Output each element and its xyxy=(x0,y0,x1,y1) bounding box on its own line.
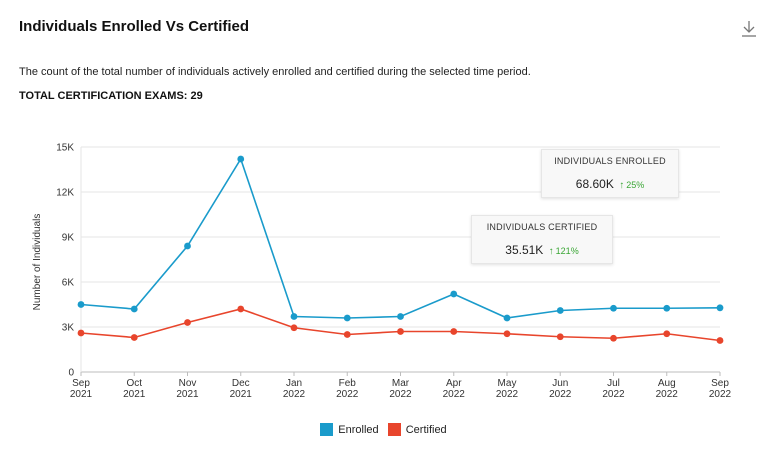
x-tick-label-year: 2022 xyxy=(656,389,679,400)
data-point-enrolled[interactable] xyxy=(503,314,511,322)
data-point-certified[interactable] xyxy=(663,330,671,338)
data-point-enrolled[interactable] xyxy=(184,242,191,250)
arrow-up-icon: ↑ xyxy=(619,180,625,191)
data-point-certified[interactable] xyxy=(556,333,564,341)
data-point-enrolled[interactable] xyxy=(716,304,724,312)
y-tick-label: 6K xyxy=(62,278,75,289)
x-tick-label-year: 2021 xyxy=(176,389,199,400)
x-tick-label-year: 2022 xyxy=(336,389,359,400)
x-tick-label-year: 2021 xyxy=(123,389,146,400)
tooltip-certified-label: INDIVIDUALS CERTIFIED xyxy=(486,222,598,232)
legend-label-certified: Certified xyxy=(405,423,447,436)
y-tick-label: 3K xyxy=(62,323,75,334)
x-tick-label-year: 2022 xyxy=(443,389,466,400)
tooltip-enrolled: INDIVIDUALS ENROLLED 68.60K ↑ 25% xyxy=(541,149,679,198)
tooltip-certified-value: 35.51K xyxy=(505,243,544,257)
x-tick-label-month: Jun xyxy=(552,378,568,389)
chart-series xyxy=(77,155,724,344)
tooltip-enrolled-value: 68.60K xyxy=(575,177,614,191)
x-tick-label-month: Jan xyxy=(286,378,302,389)
chart-legend: Enrolled Certified xyxy=(0,423,767,439)
data-point-certified[interactable] xyxy=(184,319,191,326)
data-point-certified[interactable] xyxy=(290,324,298,332)
x-tick-label-month: Dec xyxy=(232,378,250,389)
x-tick-label-month: Feb xyxy=(339,378,357,389)
data-point-enrolled[interactable] xyxy=(237,155,245,163)
x-tick-label-month: May xyxy=(498,378,517,389)
x-tick-label-month: Oct xyxy=(126,378,142,389)
data-point-enrolled[interactable] xyxy=(610,304,617,312)
x-tick-label-year: 2021 xyxy=(230,389,253,400)
y-tick-label: 12K xyxy=(56,188,74,199)
download-button[interactable] xyxy=(738,18,760,40)
y-axis: 0 3K 6K 9K 12K 15K xyxy=(56,143,74,379)
data-point-certified[interactable] xyxy=(237,305,245,313)
x-tick-label-year: 2022 xyxy=(389,389,412,400)
y-tick-label: 9K xyxy=(62,233,75,244)
x-tick-label-month: Mar xyxy=(392,378,410,389)
chart-title: Individuals Enrolled Vs Certified xyxy=(19,18,250,35)
legend-label-enrolled: Enrolled xyxy=(338,423,379,436)
data-point-certified[interactable] xyxy=(343,331,351,338)
arrow-up-icon: ↑ xyxy=(548,246,554,257)
tooltip-enrolled-change: 25% xyxy=(626,180,645,190)
download-icon xyxy=(742,21,756,37)
x-tick-label-year: 2022 xyxy=(496,389,519,400)
data-point-enrolled[interactable] xyxy=(397,313,404,320)
x-tick-label-month: Aug xyxy=(658,378,676,389)
data-point-certified[interactable] xyxy=(130,334,138,341)
x-tick-label-year: 2022 xyxy=(549,389,572,400)
x-tick-label-year: 2021 xyxy=(70,389,93,400)
data-point-certified[interactable] xyxy=(450,328,458,335)
data-point-enrolled[interactable] xyxy=(130,305,138,313)
chart-description: The count of the total number of individ… xyxy=(19,66,531,78)
x-tick-label-month: Sep xyxy=(72,378,90,389)
data-point-enrolled[interactable] xyxy=(663,304,671,312)
legend-swatch-certified xyxy=(387,423,401,436)
data-point-certified[interactable] xyxy=(77,329,85,337)
x-tick-label-month: Jul xyxy=(607,378,620,389)
total-certification-exams: TOTAL CERTIFICATION EXAMS: 29 xyxy=(19,90,203,102)
x-axis: Sep2021Oct2021Nov2021Dec2021Jan2022Feb20… xyxy=(70,372,732,400)
data-point-certified[interactable] xyxy=(397,328,404,335)
data-point-enrolled[interactable] xyxy=(77,301,85,308)
legend-item-enrolled[interactable]: Enrolled xyxy=(320,423,379,436)
x-tick-label-year: 2022 xyxy=(602,389,625,400)
data-point-certified[interactable] xyxy=(503,330,511,338)
y-tick-label: 15K xyxy=(56,143,74,154)
data-point-certified[interactable] xyxy=(610,334,617,342)
x-tick-label-year: 2022 xyxy=(283,389,306,400)
y-axis-label: Number of Individuals xyxy=(32,214,43,311)
legend-swatch-enrolled xyxy=(320,423,334,436)
tooltip-enrolled-label: INDIVIDUALS ENROLLED xyxy=(554,156,666,166)
legend-item-certified[interactable]: Certified xyxy=(387,423,447,436)
data-point-enrolled[interactable] xyxy=(556,307,564,314)
x-tick-label-month: Nov xyxy=(179,378,197,389)
x-tick-label-month: Sep xyxy=(711,378,729,389)
data-point-enrolled[interactable] xyxy=(343,314,351,322)
y-tick-label: 0 xyxy=(68,368,74,379)
x-tick-label-year: 2022 xyxy=(709,389,732,400)
tooltip-certified-change: 121% xyxy=(555,246,579,256)
data-point-enrolled[interactable] xyxy=(290,313,298,320)
data-point-enrolled[interactable] xyxy=(450,290,458,298)
data-point-certified[interactable] xyxy=(716,337,724,344)
tooltip-certified: INDIVIDUALS CERTIFIED 35.51K ↑ 121% xyxy=(471,215,613,264)
x-tick-label-month: Apr xyxy=(446,378,462,389)
